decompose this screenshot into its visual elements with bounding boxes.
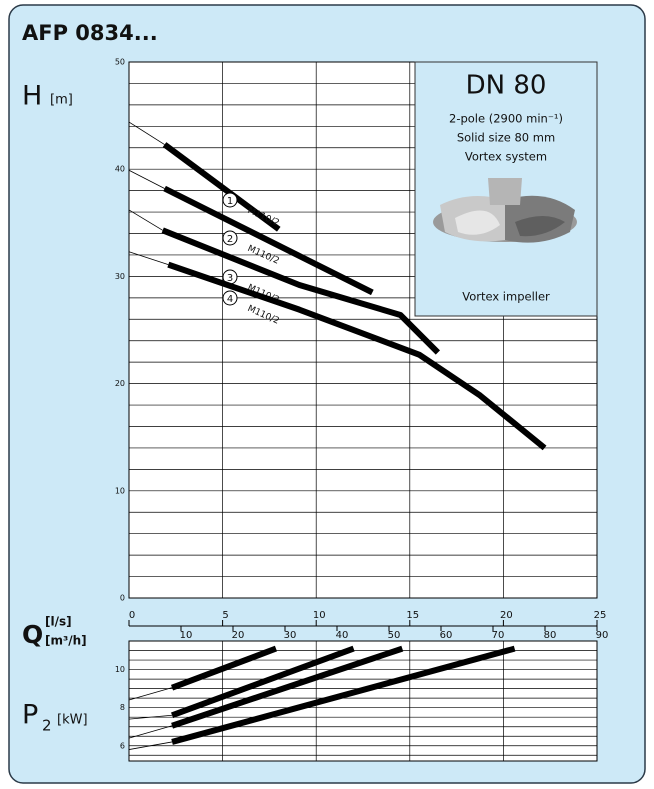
x2-axis-unit: [m³/h] — [45, 634, 87, 648]
y-axis-label: P — [22, 700, 38, 731]
x2-tick-label: 90 — [596, 630, 609, 641]
x2-tick-label: 50 — [388, 630, 401, 641]
curve — [171, 645, 516, 745]
curve — [171, 645, 278, 691]
y-tick-label: 30 — [115, 272, 125, 281]
x-tick-label: 5 — [222, 610, 228, 621]
y-tick-label: 50 — [115, 58, 125, 67]
page-title: AFP 0834... — [22, 21, 158, 45]
curve-number: 3 — [227, 273, 233, 284]
y-axis-subscript: 2 — [42, 717, 52, 735]
curve — [163, 185, 374, 296]
y-tick-label: 6 — [120, 741, 125, 750]
x2-tick-label: 30 — [284, 630, 297, 641]
curve-extension — [128, 251, 169, 265]
curve-extension — [128, 741, 173, 750]
curve — [161, 227, 441, 355]
y-tick-label: 10 — [115, 665, 125, 674]
curve-number: 2 — [227, 234, 233, 245]
curve-number: 4 — [227, 294, 233, 305]
x-tick-label: 15 — [406, 610, 419, 621]
curve-number: 1 — [227, 196, 233, 207]
y-axis-unit: [kW] — [57, 713, 88, 728]
x2-tick-label: 40 — [336, 630, 349, 641]
x2-tick-label: 20 — [232, 630, 245, 641]
x-axis-unit: [l/s] — [45, 615, 72, 629]
curve-extension — [128, 687, 173, 701]
info-caption: Vortex impeller — [462, 290, 550, 304]
curve — [167, 261, 547, 451]
x2-tick-label: 80 — [544, 630, 557, 641]
power-chart: 6 8 10 P 2 [kW] — [22, 640, 598, 762]
curve-number-ring — [222, 230, 238, 246]
y-tick-label: 8 — [120, 703, 125, 712]
curve — [171, 645, 355, 719]
y-tick-label: 0 — [120, 594, 125, 603]
y-tick-label: 10 — [115, 486, 125, 495]
curve-extension — [128, 169, 165, 189]
y-axis-label: H — [22, 81, 42, 112]
impeller-image — [433, 178, 577, 243]
curve — [171, 645, 404, 729]
y-tick-label: 20 — [115, 379, 125, 388]
curve-extension — [128, 121, 165, 145]
curve-number-ring — [222, 192, 238, 208]
x-axis-label: Q — [22, 620, 43, 649]
info-title: DN 80 — [466, 71, 547, 101]
curve-number-ring — [222, 290, 238, 306]
x-tick-label: 0 — [129, 610, 135, 621]
info-line: Solid size 80 mm — [457, 131, 555, 145]
x-tick-label: 20 — [500, 610, 513, 621]
x2-tick-label: 10 — [180, 630, 193, 641]
info-line: Vortex system — [465, 150, 547, 164]
curve — [162, 142, 281, 232]
info-line: 2-pole (2900 min⁻¹) — [449, 112, 563, 126]
y-tick-label: 40 — [115, 165, 125, 174]
x2-tick-label: 70 — [492, 630, 505, 641]
curve-extension — [128, 725, 173, 739]
curve-extension — [128, 209, 163, 231]
y-axis-unit: [m] — [50, 93, 73, 108]
x2-tick-label: 60 — [440, 630, 453, 641]
x-tick-label: 25 — [594, 610, 607, 621]
x-tick-label: 10 — [313, 610, 326, 621]
curve-extension — [128, 714, 173, 720]
info-box: DN 80 2-pole (2900 min⁻¹) Solid size 80 … — [414, 61, 598, 317]
